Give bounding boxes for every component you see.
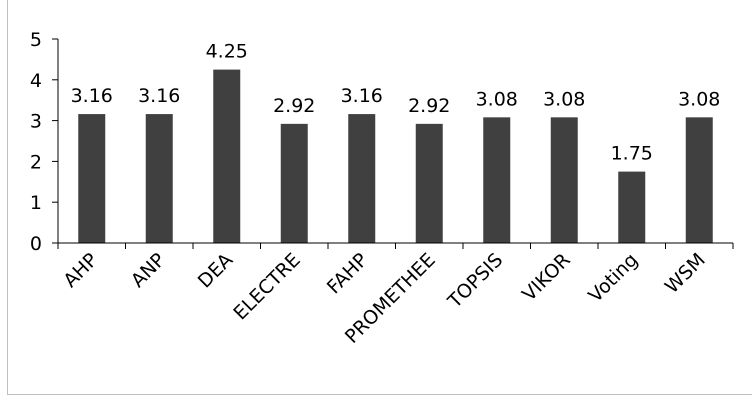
- x-tick-label-wsm: WSM: [661, 249, 710, 298]
- bars: [78, 69, 713, 244]
- y-axis: 0 1 2 3 4 5: [30, 29, 59, 255]
- bar-voting: [618, 171, 646, 243]
- y-tick-label: 3: [30, 111, 42, 133]
- data-label-electre: 2.92: [273, 95, 315, 117]
- y-tick-label: 2: [30, 151, 42, 173]
- data-label-ahp: 3.16: [71, 85, 113, 107]
- bar-dea: [213, 69, 241, 243]
- bar-topsis: [483, 117, 511, 243]
- y-tick-label: 5: [30, 29, 42, 51]
- data-label-anp: 3.16: [138, 85, 180, 107]
- data-label-topsis: 3.08: [476, 88, 518, 110]
- data-label-promethee: 2.92: [408, 95, 450, 117]
- data-label-fahp: 3.16: [341, 85, 383, 107]
- x-tick-label-topsis: TOPSIS: [443, 249, 507, 313]
- bar-promethee: [415, 123, 443, 243]
- bar-wsm: [685, 117, 713, 243]
- x-tick-label-vikor: VIKOR: [518, 249, 575, 306]
- bar-electre: [280, 123, 308, 243]
- data-label-voting: 1.75: [611, 143, 653, 165]
- bar-anp: [145, 114, 173, 244]
- y-tick-label: 0: [30, 233, 42, 255]
- bar-ahp: [78, 114, 106, 244]
- y-tick-label: 1: [30, 192, 42, 214]
- data-label-vikor: 3.08: [543, 88, 585, 110]
- chart-frame: [7, 0, 752, 395]
- x-tick-label-electre: ELECTRE: [229, 249, 304, 324]
- y-tick-label: 4: [30, 70, 42, 92]
- x-tick-label-ahp: AHP: [59, 249, 102, 292]
- x-tick-label-dea: DEA: [194, 249, 238, 293]
- data-label-dea: 4.25: [206, 41, 248, 63]
- x-tick-label-fahp: FAHP: [323, 249, 372, 298]
- x-tick-label-voting: Voting: [584, 249, 642, 307]
- value-labels: 3.16 3.16 4.25 2.92 3.16 2.92 3.08 3.08 1.75 3.08: [71, 41, 721, 165]
- bar-fahp: [348, 114, 376, 244]
- data-label-wsm: 3.08: [678, 88, 720, 110]
- bar-vikor: [550, 117, 578, 243]
- x-tick-label-anp: ANP: [127, 249, 170, 292]
